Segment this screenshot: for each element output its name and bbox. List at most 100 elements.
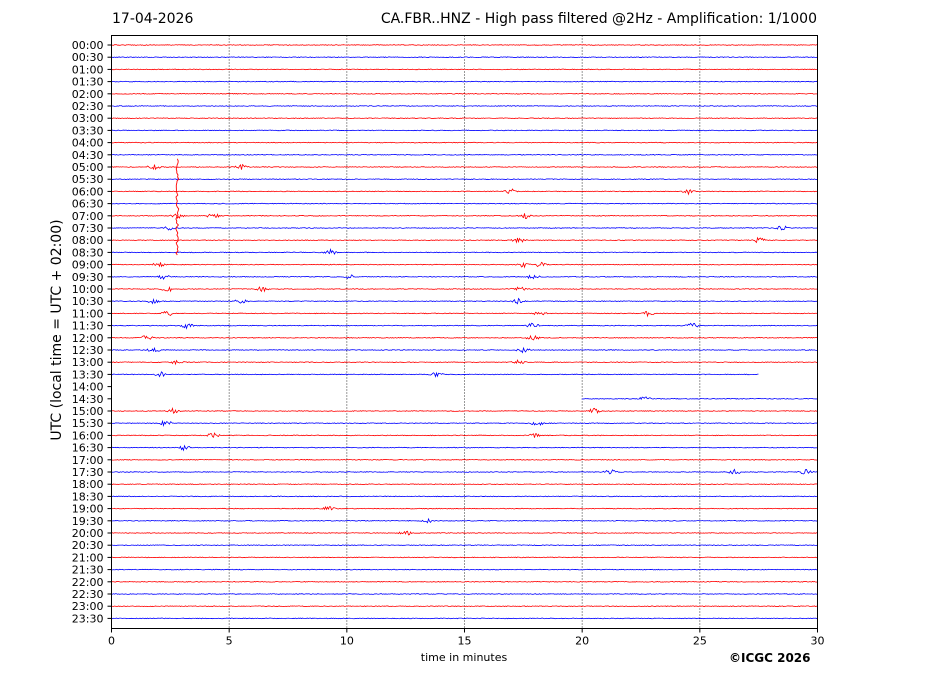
trace-0930 xyxy=(111,274,818,280)
chart-date: 17-04-2026 xyxy=(112,11,194,27)
x-tick-label: 5 xyxy=(226,635,233,648)
trace-2230 xyxy=(111,593,818,595)
y-tick-label: 18:00 xyxy=(72,478,104,491)
y-tick-label: 14:00 xyxy=(72,381,104,394)
y-tick-label: 22:30 xyxy=(72,588,104,601)
y-tick-label: 11:00 xyxy=(72,307,104,320)
trace-1130 xyxy=(111,322,818,330)
y-tick-label: 15:00 xyxy=(72,405,104,418)
trace-1330 xyxy=(111,371,759,378)
trace-0430 xyxy=(111,153,818,156)
trace-1000 xyxy=(111,285,818,293)
y-tick-label: 12:30 xyxy=(72,344,104,357)
y-tick-label: 09:00 xyxy=(72,259,104,272)
y-tick-label: 11:30 xyxy=(72,320,104,333)
y-tick-label: 21:30 xyxy=(72,564,104,577)
trace-2030 xyxy=(111,544,818,547)
x-tick-label: 30 xyxy=(811,635,825,648)
y-tick-label: 02:00 xyxy=(72,88,104,101)
trace-0500 xyxy=(111,163,818,171)
y-tick-label: 16:30 xyxy=(72,442,104,455)
x-tick-label: 10 xyxy=(340,635,354,648)
trace-1600 xyxy=(111,432,818,438)
trace-1630 xyxy=(111,444,818,452)
trace-layer xyxy=(111,44,818,620)
event-spike xyxy=(175,158,180,256)
y-tick-label: 22:00 xyxy=(72,576,104,589)
y-tick-label: 14:30 xyxy=(72,393,104,406)
y-tick-label: 03:30 xyxy=(72,124,104,137)
trace-0130 xyxy=(111,80,818,83)
trace-0200 xyxy=(111,92,818,95)
y-tick-label: 04:00 xyxy=(72,137,104,150)
y-tick-label: 18:30 xyxy=(72,490,104,503)
y-tick-label: 05:30 xyxy=(72,173,104,186)
trace-1030 xyxy=(111,297,818,305)
trace-1230 xyxy=(111,346,818,354)
trace-1800 xyxy=(111,483,818,486)
plot-frame xyxy=(111,35,818,629)
trace-1830 xyxy=(111,495,818,498)
x-tick-label: 15 xyxy=(458,635,472,648)
trace-1200 xyxy=(111,334,818,341)
y-tick-label: 02:30 xyxy=(72,100,104,113)
trace-0830 xyxy=(111,247,818,255)
trace-0900 xyxy=(111,261,818,269)
trace-1530 xyxy=(111,419,818,428)
y-axis-label: UTC (local time = UTC + 02:00) xyxy=(49,219,65,441)
y-tick-label: 21:00 xyxy=(72,551,104,564)
x-tick-label: 25 xyxy=(693,635,707,648)
y-tick-label: 07:30 xyxy=(72,222,104,235)
trace-1700 xyxy=(111,458,818,461)
trace-0330 xyxy=(111,129,818,132)
copyright-text: ©ICGC 2026 xyxy=(729,651,811,665)
y-tick-label: 08:00 xyxy=(72,234,104,247)
y-tick-label: 06:00 xyxy=(72,185,104,198)
grid-layer xyxy=(228,35,701,629)
trace-0030 xyxy=(111,56,818,58)
y-tick-label: 03:00 xyxy=(72,112,104,125)
trace-0400 xyxy=(111,141,818,144)
trace-2200 xyxy=(111,580,818,583)
trace-0530 xyxy=(111,178,818,181)
trace-0000 xyxy=(111,44,818,46)
y-tick-label: 19:00 xyxy=(72,503,104,516)
trace-0730 xyxy=(111,225,818,231)
trace-1100 xyxy=(111,310,818,318)
y-tick-label: 23:30 xyxy=(72,612,104,625)
trace-1730 xyxy=(111,468,818,475)
y-tick-label: 01:30 xyxy=(72,76,104,89)
trace-0630 xyxy=(111,202,818,205)
y-tick-label: 12:00 xyxy=(72,332,104,345)
y-tick-label: 05:00 xyxy=(72,161,104,174)
y-tick-label: 04:30 xyxy=(72,149,104,162)
trace-1930 xyxy=(111,517,818,524)
axis-layer: 0 5 10 15 20 25 30 00:0000:3001:0001:3002:0002:… xyxy=(72,39,825,648)
trace-1430 xyxy=(581,396,818,401)
y-tick-label: 13:30 xyxy=(72,368,104,381)
y-tick-label: 10:00 xyxy=(72,283,104,296)
x-tick-label: 20 xyxy=(575,635,589,648)
y-tick-label: 20:30 xyxy=(72,539,104,552)
y-tick-label: 15:30 xyxy=(72,417,104,430)
y-tick-label: 10:30 xyxy=(72,295,104,308)
trace-0300 xyxy=(111,117,818,120)
y-tick-label: 23:00 xyxy=(72,600,104,613)
trace-2000 xyxy=(111,530,818,536)
trace-2300 xyxy=(111,605,818,608)
trace-2130 xyxy=(111,568,818,571)
y-tick-label: 17:00 xyxy=(72,454,104,467)
y-tick-label: 19:30 xyxy=(72,515,104,528)
y-tick-label: 16:00 xyxy=(72,429,104,442)
x-tick-label: 0 xyxy=(108,635,115,648)
trace-0100 xyxy=(111,68,818,71)
trace-1300 xyxy=(111,359,818,366)
trace-1500 xyxy=(111,406,818,414)
chart-title: CA.FBR..HNZ - High pass filtered @2Hz - … xyxy=(380,11,817,27)
trace-2330 xyxy=(111,617,818,620)
y-tick-label: 07:00 xyxy=(72,210,104,223)
y-tick-label: 09:30 xyxy=(72,271,104,284)
y-tick-label: 00:30 xyxy=(72,51,104,64)
y-tick-label: 01:00 xyxy=(72,63,104,76)
